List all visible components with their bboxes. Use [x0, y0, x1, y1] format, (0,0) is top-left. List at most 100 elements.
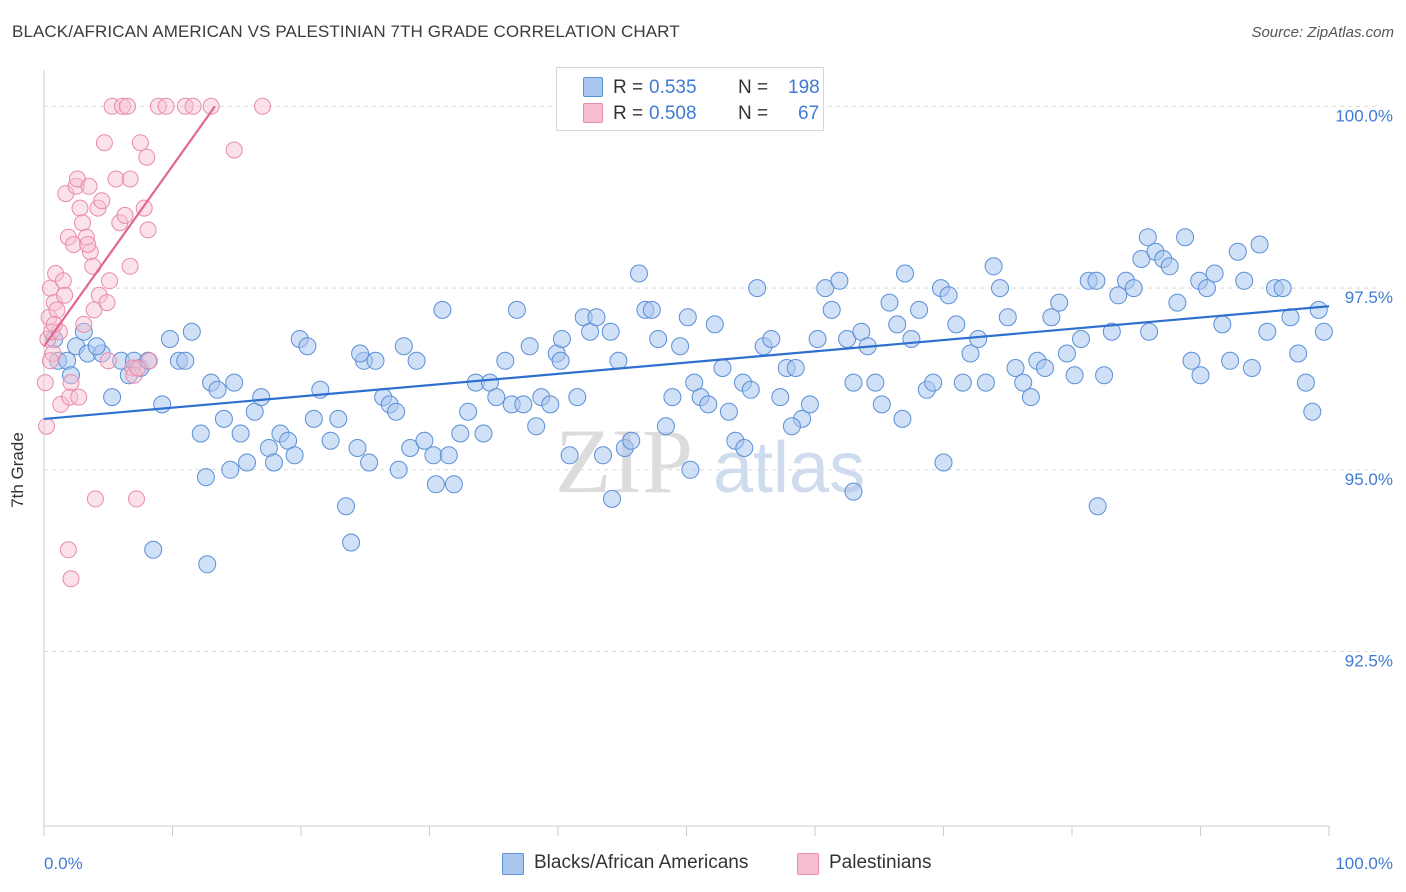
data-point: [1221, 351, 1240, 370]
data-point: [496, 351, 515, 370]
data-point: [893, 409, 912, 428]
data-point: [56, 286, 74, 304]
data-point: [225, 373, 244, 392]
data-point: [124, 359, 142, 377]
data-point: [389, 460, 408, 479]
data-point: [1132, 250, 1151, 268]
data-point: [822, 300, 841, 319]
data-point: [560, 446, 579, 465]
data-point: [735, 439, 754, 457]
data-point: [872, 395, 891, 414]
axes: [43, 70, 1330, 836]
data-point: [630, 264, 648, 283]
data-point: [1242, 359, 1261, 377]
data-point: [86, 490, 104, 508]
data-point: [139, 221, 157, 239]
data-point: [603, 489, 621, 508]
data-point: [401, 439, 420, 457]
data-point: [1109, 286, 1128, 305]
data-point: [991, 279, 1009, 298]
data-point: [1006, 359, 1025, 377]
y-tick-label: 92.5%: [1345, 652, 1393, 671]
data-point: [1176, 228, 1195, 247]
data-point: [61, 388, 79, 406]
data-point: [1088, 497, 1107, 516]
data-point: [351, 344, 370, 363]
data-point: [84, 257, 102, 275]
data-point: [880, 293, 899, 312]
data-point: [95, 134, 113, 152]
data-point: [131, 134, 149, 152]
data-point: [910, 300, 929, 319]
data-point: [107, 170, 125, 188]
data-point: [1042, 308, 1061, 327]
data-point: [252, 388, 271, 407]
data-point: [62, 570, 80, 588]
data-point: [304, 409, 323, 428]
data-point: [551, 351, 570, 370]
data-point: [451, 424, 470, 443]
data-point: [1303, 402, 1322, 421]
data-point: [70, 388, 88, 406]
data-point: [1182, 351, 1201, 370]
data-point: [507, 300, 526, 319]
data-point: [80, 177, 98, 195]
data-point: [1072, 330, 1090, 348]
data-point: [415, 431, 434, 450]
data-point: [103, 388, 122, 407]
data-point: [387, 402, 406, 421]
data-point: [902, 330, 921, 348]
stats-legend: R = 0.535 N = 198 R = 0.508 N = 67: [556, 67, 824, 131]
data-point: [298, 337, 317, 356]
data-point: [487, 388, 506, 407]
data-point: [65, 236, 83, 253]
data-point: [67, 177, 85, 195]
data-point: [699, 395, 718, 414]
data-point: [541, 395, 560, 414]
n-value: 198: [788, 77, 820, 98]
data-point: [221, 460, 240, 479]
data-point: [1138, 228, 1157, 247]
data-point: [208, 380, 227, 399]
data-point: [1050, 293, 1069, 312]
data-point: [1235, 271, 1254, 290]
y-tick-label: 100.0%: [1335, 106, 1393, 125]
data-point: [1273, 279, 1292, 298]
data-point: [366, 351, 385, 370]
data-point: [119, 97, 136, 115]
data-point: [1191, 366, 1210, 385]
data-point: [998, 308, 1017, 327]
r-value: 0.535: [649, 77, 697, 98]
data-point: [348, 439, 367, 457]
trend-lines: [43, 105, 1330, 421]
data-point: [254, 97, 271, 115]
data-point: [225, 141, 243, 159]
data-point: [360, 453, 379, 472]
data-point: [609, 351, 628, 370]
data-point: [984, 257, 1003, 276]
data-point: [1289, 344, 1308, 363]
data-point: [748, 279, 767, 298]
data-point: [196, 468, 215, 487]
data-point: [1014, 373, 1033, 392]
data-point: [99, 352, 117, 370]
data-point: [1102, 322, 1121, 341]
data-point: [101, 272, 118, 290]
data-point: [71, 199, 89, 217]
data-point: [191, 424, 210, 443]
data-point: [38, 417, 56, 435]
data-point: [568, 388, 587, 407]
data-point: [54, 272, 72, 290]
legend-label: Blacks/African Americans: [534, 852, 749, 873]
data-point: [121, 257, 139, 275]
data-point: [520, 337, 539, 356]
n-label: N =: [738, 103, 769, 124]
data-point: [459, 402, 478, 421]
data-point: [75, 315, 93, 333]
data-point: [433, 300, 452, 319]
n-value: 67: [798, 103, 820, 124]
data-point: [52, 395, 70, 413]
data-point: [74, 322, 93, 341]
data-point: [1065, 366, 1084, 385]
